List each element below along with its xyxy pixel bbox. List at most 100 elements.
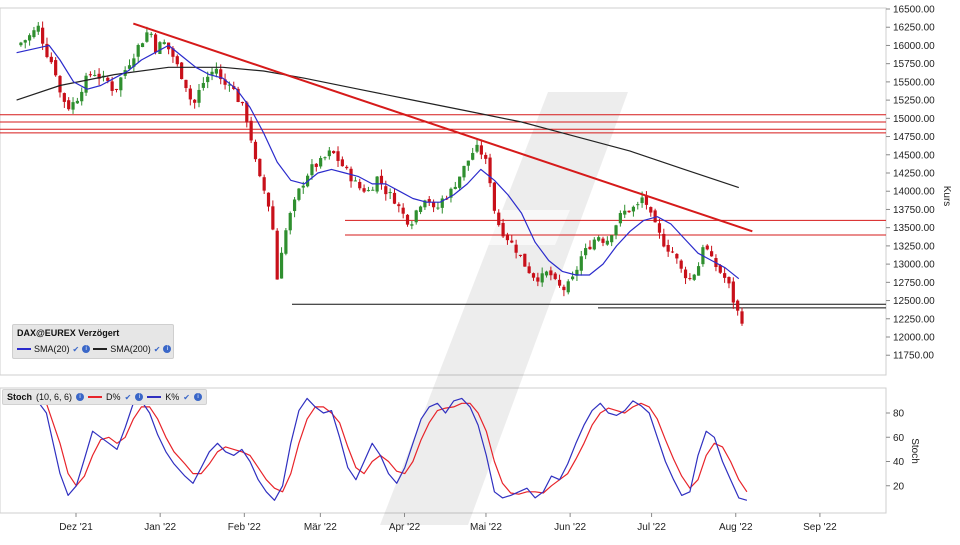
candle-body bbox=[418, 206, 423, 212]
candle-body bbox=[310, 164, 314, 176]
y-tick-label: 16250.00 bbox=[893, 23, 935, 34]
candle-body bbox=[88, 74, 93, 76]
info-icon[interactable]: i bbox=[76, 393, 85, 401]
candle-body bbox=[206, 76, 210, 83]
candle-body bbox=[240, 101, 245, 104]
y-tick-label: 12250.00 bbox=[893, 314, 935, 325]
candle-body bbox=[605, 240, 609, 245]
candle-body bbox=[518, 254, 523, 256]
candle-body bbox=[358, 181, 362, 189]
candle-body bbox=[171, 48, 175, 57]
candle-body bbox=[214, 68, 218, 74]
candle-body bbox=[566, 281, 570, 293]
y-tick-label: 14000.00 bbox=[893, 187, 935, 198]
candle-body bbox=[236, 88, 240, 103]
x-tick-label: Dez '21 bbox=[59, 522, 93, 533]
candle-body bbox=[36, 25, 40, 32]
y-tick-label: 13500.00 bbox=[893, 223, 935, 234]
candle-body bbox=[666, 244, 670, 252]
y-tick-label: 14500.00 bbox=[893, 150, 935, 161]
candle-body bbox=[575, 269, 579, 276]
candle-body bbox=[492, 182, 496, 211]
info-icon[interactable]: i bbox=[163, 345, 172, 353]
candle-body bbox=[62, 93, 66, 102]
candle-body bbox=[527, 266, 531, 274]
candle-body bbox=[505, 234, 510, 241]
candle-body bbox=[531, 273, 536, 278]
candle-body bbox=[488, 157, 492, 184]
check-icon[interactable]: ✔ bbox=[183, 392, 190, 402]
candle-body bbox=[544, 271, 549, 276]
candle-body bbox=[23, 40, 27, 43]
sma200-swatch bbox=[93, 348, 108, 350]
candle-body bbox=[49, 56, 53, 63]
candle-body bbox=[184, 79, 188, 89]
candle-body bbox=[436, 207, 440, 209]
candle-body bbox=[592, 239, 596, 250]
info-icon[interactable]: i bbox=[135, 393, 144, 401]
candle-body bbox=[662, 233, 666, 247]
stoch-tick-label: 80 bbox=[893, 409, 905, 420]
candle-body bbox=[262, 177, 266, 191]
candle-body bbox=[353, 180, 357, 182]
candle-body bbox=[67, 100, 71, 110]
candle-body bbox=[379, 175, 384, 185]
candle-body bbox=[653, 210, 657, 223]
candle-body bbox=[266, 192, 271, 207]
main-panel bbox=[0, 7, 887, 376]
candle-body bbox=[431, 201, 436, 208]
candle-body bbox=[627, 210, 631, 213]
check-icon[interactable]: ✔ bbox=[72, 344, 80, 354]
candle-body bbox=[54, 60, 58, 76]
candle-body bbox=[288, 212, 292, 231]
candle-body bbox=[297, 188, 301, 200]
candle-body bbox=[610, 235, 614, 243]
y-tick-label: 15750.00 bbox=[893, 59, 935, 70]
candle-body bbox=[423, 200, 427, 208]
candle-body bbox=[458, 176, 462, 188]
candle-body bbox=[327, 150, 331, 157]
x-tick-label: Feb '22 bbox=[228, 522, 261, 533]
candle-body bbox=[675, 253, 679, 259]
candle-body bbox=[392, 192, 397, 204]
y-axis-title: Kurs bbox=[941, 186, 952, 207]
candle-body bbox=[97, 73, 101, 79]
legend-title: DAX@EUREX Verzögert bbox=[17, 328, 120, 338]
candle-body bbox=[201, 82, 205, 88]
candle-body bbox=[197, 89, 201, 103]
candle-body bbox=[32, 30, 36, 38]
info-icon[interactable]: i bbox=[193, 393, 202, 401]
stoch-k-line bbox=[16, 394, 748, 501]
candle-body bbox=[570, 276, 575, 280]
candle-body bbox=[193, 99, 197, 103]
info-icon[interactable]: i bbox=[82, 345, 91, 353]
candle-body bbox=[223, 79, 227, 85]
candle-body bbox=[484, 154, 488, 159]
candle-body bbox=[384, 186, 388, 195]
candle-body bbox=[414, 210, 418, 223]
candle-body bbox=[501, 222, 505, 237]
check-icon[interactable]: ✔ bbox=[153, 344, 161, 354]
candle-body bbox=[692, 274, 696, 280]
candle-body bbox=[114, 88, 119, 91]
candle-body bbox=[275, 230, 279, 280]
candle-body bbox=[340, 159, 344, 167]
candle-body bbox=[510, 240, 514, 243]
y-tick-label: 13750.00 bbox=[893, 205, 935, 216]
candle-body bbox=[688, 278, 692, 280]
y-tick-label: 12500.00 bbox=[893, 296, 935, 307]
candle-body bbox=[597, 237, 601, 241]
x-tick-label: Mai '22 bbox=[470, 522, 502, 533]
candle-body bbox=[523, 253, 527, 267]
candle-body bbox=[371, 189, 375, 191]
candle-body bbox=[127, 65, 132, 69]
stoch-axis-title: Stoch bbox=[909, 438, 920, 464]
check-icon[interactable]: ✔ bbox=[124, 392, 132, 402]
candle-body bbox=[683, 269, 688, 279]
stoch-k-label: K% bbox=[165, 392, 180, 402]
candle-body bbox=[188, 88, 192, 100]
candle-body bbox=[453, 186, 457, 189]
candle-body bbox=[614, 225, 618, 236]
sma20-line bbox=[16, 44, 740, 280]
